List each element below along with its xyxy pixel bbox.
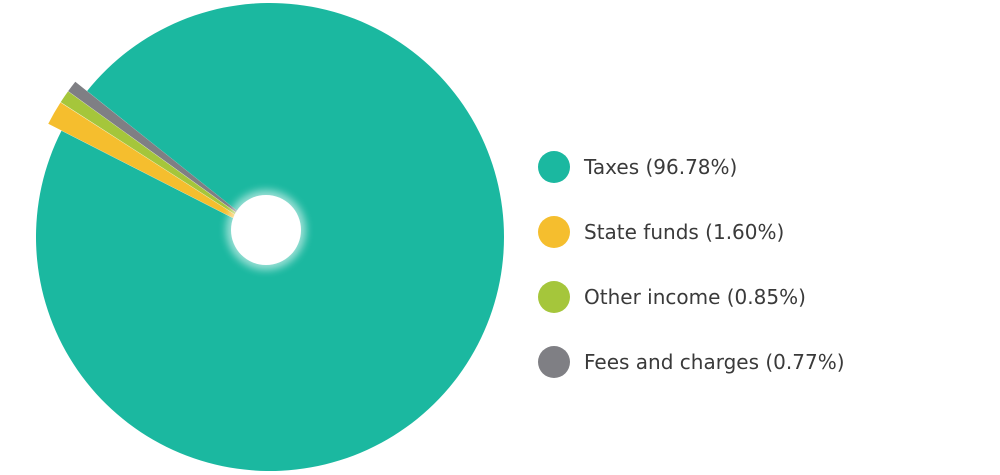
legend-swatch-state-funds [538,215,570,248]
pie-slice-fees-and-charges [68,81,267,234]
legend-swatch-fees-and-charges [538,345,570,378]
legend-swatch-taxes [538,150,570,183]
legend-item-other-income: Other income (0.85%) [538,264,845,329]
legend-item-fees-and-charges: Fees and charges (0.77%) [538,329,845,394]
legend-label-fees-and-charges: Fees and charges (0.77%) [584,349,845,374]
legend: Taxes (96.78%) State funds (1.60%) Other… [538,134,845,394]
pie-slice-other-income [60,91,266,235]
legend-label-taxes: Taxes (96.78%) [584,154,738,179]
legend-item-taxes: Taxes (96.78%) [538,134,845,199]
center-hole [231,195,301,265]
pie-slice-state-funds [48,102,266,235]
legend-label-state-funds: State funds (1.60%) [584,219,785,244]
legend-label-other-income: Other income (0.85%) [584,284,806,309]
legend-item-state-funds: State funds (1.60%) [538,199,845,264]
legend-swatch-other-income [538,280,570,313]
